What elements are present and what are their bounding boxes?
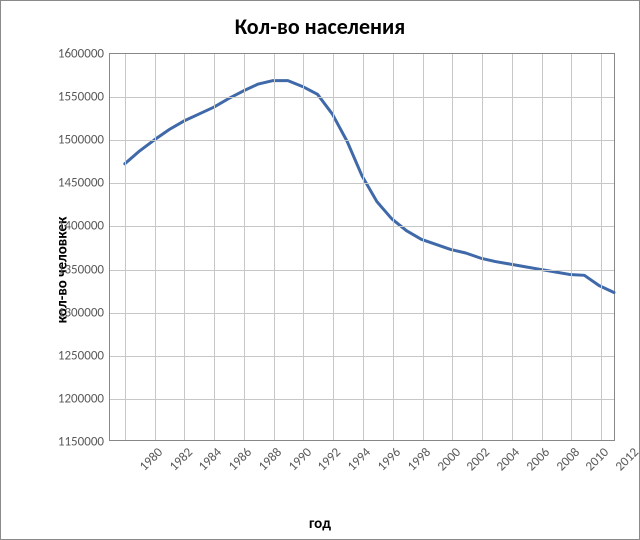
gridline-horizontal xyxy=(110,97,614,98)
x-tick-label: 1980 xyxy=(137,445,166,474)
x-tick-label: 2000 xyxy=(434,445,463,474)
gridline-vertical xyxy=(393,54,394,440)
x-tick-label: 2006 xyxy=(524,445,553,474)
plot-area: 1150000120000012500001300000135000014000… xyxy=(109,53,615,441)
gridline-horizontal xyxy=(110,399,614,400)
gridline-vertical xyxy=(452,54,453,440)
x-tick-label: 1998 xyxy=(404,445,433,474)
y-tick-label: 1250000 xyxy=(58,348,104,363)
gridline-vertical xyxy=(244,54,245,440)
gridline-vertical xyxy=(125,54,126,440)
x-tick-label: 2004 xyxy=(494,445,523,474)
chart-title: Кол-во населения xyxy=(1,13,639,40)
y-tick-label: 1200000 xyxy=(58,391,104,406)
gridline-vertical xyxy=(423,54,424,440)
gridline-vertical xyxy=(155,54,156,440)
gridline-vertical xyxy=(214,54,215,440)
y-tick-label: 1500000 xyxy=(58,133,104,148)
x-axis-title: год xyxy=(1,515,639,533)
gridline-vertical xyxy=(601,54,602,440)
gridline-vertical xyxy=(303,54,304,440)
x-tick-label: 1982 xyxy=(166,445,195,474)
x-tick-label: 1990 xyxy=(285,445,314,474)
x-tick-label: 1996 xyxy=(375,445,404,474)
gridline-vertical xyxy=(333,54,334,440)
x-tick-label: 2010 xyxy=(583,445,612,474)
x-tick-label: 1986 xyxy=(226,445,255,474)
x-tick-label: 1992 xyxy=(315,445,344,474)
gridline-vertical xyxy=(512,54,513,440)
x-tick-label: 1988 xyxy=(256,445,285,474)
gridline-vertical xyxy=(482,54,483,440)
line-series xyxy=(110,54,614,440)
y-tick-label: 1150000 xyxy=(58,435,104,450)
gridline-vertical xyxy=(184,54,185,440)
gridline-vertical xyxy=(274,54,275,440)
y-tick-label: 1300000 xyxy=(58,305,104,320)
gridline-vertical xyxy=(571,54,572,440)
chart-container: Кол-во населения кол-во человкек 1150000… xyxy=(0,0,640,540)
x-tick-label: 2012 xyxy=(613,445,640,474)
y-tick-label: 1600000 xyxy=(58,47,104,62)
gridline-horizontal xyxy=(110,270,614,271)
y-tick-label: 1350000 xyxy=(58,262,104,277)
gridline-horizontal xyxy=(110,183,614,184)
gridline-horizontal xyxy=(110,226,614,227)
y-tick-label: 1400000 xyxy=(58,219,104,234)
x-tick-label: 1994 xyxy=(345,445,374,474)
x-tick-label: 2008 xyxy=(553,445,582,474)
x-tick-label: 2002 xyxy=(464,445,493,474)
gridline-horizontal xyxy=(110,356,614,357)
gridline-horizontal xyxy=(110,313,614,314)
gridline-vertical xyxy=(363,54,364,440)
gridline-horizontal xyxy=(110,140,614,141)
y-tick-label: 1450000 xyxy=(58,176,104,191)
x-tick-label: 1984 xyxy=(196,445,225,474)
y-tick-label: 1550000 xyxy=(58,90,104,105)
gridline-vertical xyxy=(542,54,543,440)
